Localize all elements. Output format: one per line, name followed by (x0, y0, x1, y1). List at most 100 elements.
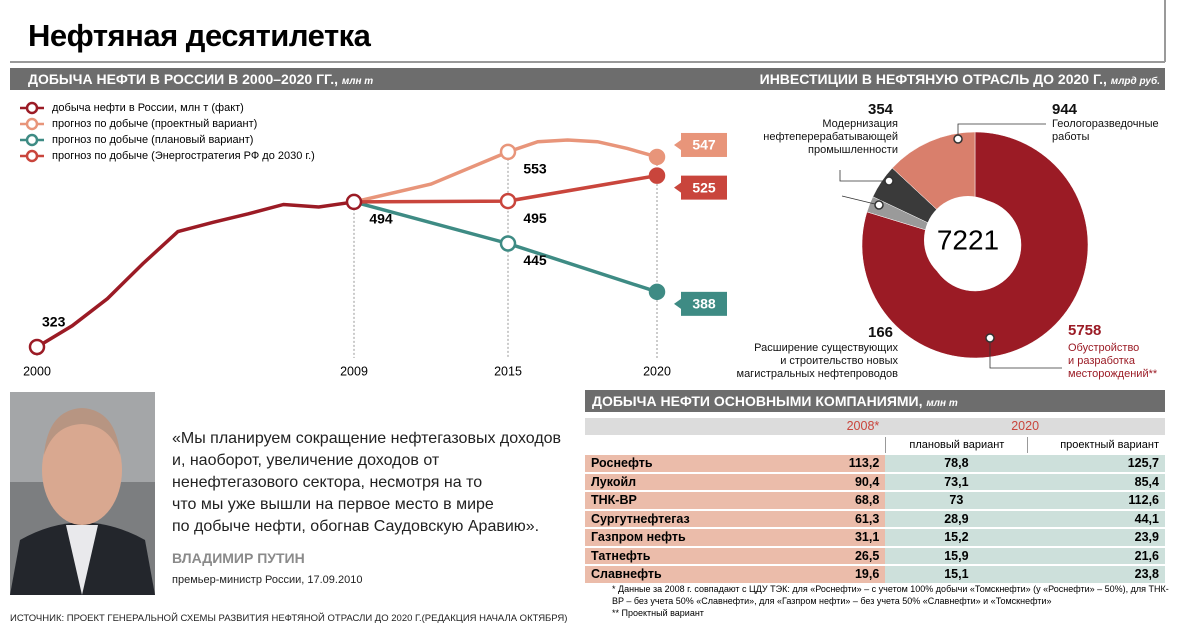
leader-dot (953, 134, 963, 144)
value-label: 323 (42, 314, 66, 330)
table-cell: 15,9 (885, 547, 1028, 564)
section-bar (585, 390, 1165, 412)
table-cell: 44,1 (1027, 510, 1165, 527)
legend-label: прогноз по добыче (Энергостратегия РФ до… (52, 150, 315, 162)
slice-label: Обустройство и разработка месторождений*… (1068, 342, 1158, 380)
series-line (353, 138, 658, 204)
header-cell: 2008* (846, 419, 880, 434)
table-row: Сургутнефтегаз 61,3 28,9 44,1 (585, 510, 1165, 527)
point-marker (499, 192, 517, 210)
legend-label: прогноз по добыче (проектный вариант) (52, 118, 257, 130)
value-label: 547 (692, 137, 716, 153)
table-title: ДОБЫЧА НЕФТИ ОСНОВНЫМИ КОМПАНИЯМИ, (592, 393, 923, 409)
section-bar (10, 68, 1165, 90)
table-cell: 15,1 (885, 566, 1028, 583)
value-label: 494 (369, 211, 393, 227)
legend-label: прогноз по добыче (плановый вариант) (52, 134, 253, 146)
table-cell: 85,4 (1027, 473, 1165, 490)
table-cell: 19,6 (782, 566, 886, 583)
slice-value: 944 (1052, 101, 1078, 118)
header-cell: плановый вариант (885, 436, 1027, 453)
legend-marker (25, 117, 39, 131)
leader-dot (884, 176, 894, 186)
leader-line (957, 123, 1046, 139)
label-pointer (674, 139, 681, 150)
table-cell: Сургутнефтегаз (585, 510, 783, 527)
point-marker (648, 283, 666, 301)
table-cell: 90,4 (782, 473, 886, 490)
unit: млрд руб. (1110, 76, 1160, 87)
slice-value: 354 (868, 101, 894, 118)
point-marker (28, 338, 46, 356)
table-cell: 73 (885, 492, 1028, 509)
value-label: 495 (523, 210, 547, 226)
table-cell: 73,1 (885, 473, 1028, 490)
unit: млн т (341, 76, 374, 87)
section-title: ИНВЕСТИЦИИ В НЕФТЯНУЮ ОТРАСЛЬ ДО 2020 Г.… (760, 71, 1160, 87)
slice-label: Расширение существующих и строительство … (736, 342, 899, 380)
x-tick-label: 2020 (643, 364, 671, 378)
leader-dot (985, 333, 995, 343)
header-cell (585, 418, 783, 435)
footnote: ** Проектный вариант (612, 608, 704, 618)
footnotes: * Данные за 2008 г. совпадают с ЦДУ ТЭК:… (612, 583, 1172, 619)
x-tick-label: 2000 (23, 364, 51, 378)
value-label: 525 (692, 179, 716, 195)
table-row: Славнефть 19,6 15,1 23,8 (585, 566, 1165, 583)
photo (10, 392, 155, 595)
series-line (36, 200, 355, 349)
table-cell: ТНК-BP (585, 492, 783, 509)
table-row: Роснефть 113,2 78,8 125,7 (585, 455, 1165, 472)
table-cell: 23,9 (1027, 529, 1165, 546)
table-row: Газпром нефть 31,1 15,2 23,9 (585, 529, 1165, 546)
slice-value: 5758 (1068, 322, 1102, 339)
point-marker (499, 235, 517, 252)
leader-line (841, 195, 880, 206)
legend-marker (25, 133, 39, 147)
table-cell: 112,6 (1027, 492, 1165, 509)
footnote: * Данные за 2008 г. совпадают с ЦДУ ТЭК:… (612, 584, 1169, 606)
chart-title: ИНВЕСТИЦИИ В НЕФТЯНУЮ ОТРАСЛЬ ДО 2020 Г.… (759, 71, 1107, 87)
table-cell: 31,1 (782, 529, 886, 546)
table-cell: 15,2 (885, 529, 1028, 546)
label-box (681, 132, 727, 157)
table-cell: 21,6 (1027, 547, 1165, 564)
value-label: 553 (523, 161, 547, 177)
chart-title: ДОБЫЧА НЕФТИ В РОССИИ В 2000–2020 ГГ., (28, 71, 338, 87)
table-cell: 26,5 (782, 547, 886, 564)
point-marker (648, 148, 666, 166)
table: 2008* 2020 плановый вариант проектный вариа… (585, 416, 1165, 585)
table-row: Татнефть 26,5 15,9 21,6 (585, 547, 1165, 564)
x-tick-label: 2015 (494, 364, 522, 378)
quote-author: ВЛАДИМИР ПУТИН (172, 550, 305, 566)
value-label: 388 (692, 296, 716, 312)
label-box (681, 291, 727, 316)
section-title: ДОБЫЧА НЕФТИ ОСНОВНЫМИ КОМПАНИЯМИ, млн т (592, 393, 958, 409)
table-header: 2008* 2020 (585, 418, 1165, 435)
label-pointer (674, 182, 681, 193)
table-cell: 113,2 (782, 455, 886, 472)
table-cell: Лукойл (585, 473, 783, 490)
table-cell: 23,8 (1027, 566, 1165, 583)
source: ИСТОЧНИК: ПРОЕКТ ГЕНЕРАЛЬНОЙ СХЕМЫ РАЗВИ… (10, 613, 568, 624)
table-row: ТНК-BP 68,8 73 112,6 (585, 492, 1165, 509)
table-cell: Татнефть (585, 547, 783, 564)
table-cell: 68,8 (782, 492, 886, 509)
table-cell: 61,3 (782, 510, 886, 527)
table-cell: Славнефть (585, 566, 783, 583)
header-cell: 2020 (1011, 419, 1040, 434)
leader-line (839, 170, 889, 182)
legend-label: добыча нефти в России, млн т (факт) (52, 102, 244, 114)
table-subheader: плановый вариант проектный вариант (585, 436, 1165, 453)
legend-marker (25, 149, 39, 163)
slice-label: Геологоразведочные работы (1052, 118, 1159, 143)
table-cell: 78,8 (885, 455, 1028, 472)
point-marker (345, 193, 363, 211)
table-wrap: 2008* 2020 плановый вариант проектный вариа… (585, 416, 1165, 585)
table-cell: Роснефть (585, 455, 783, 472)
table-cell: 125,7 (1027, 455, 1165, 472)
section-title: ДОБЫЧА НЕФТИ В РОССИИ В 2000–2020 ГГ., м… (28, 71, 373, 87)
point-marker (648, 167, 666, 184)
